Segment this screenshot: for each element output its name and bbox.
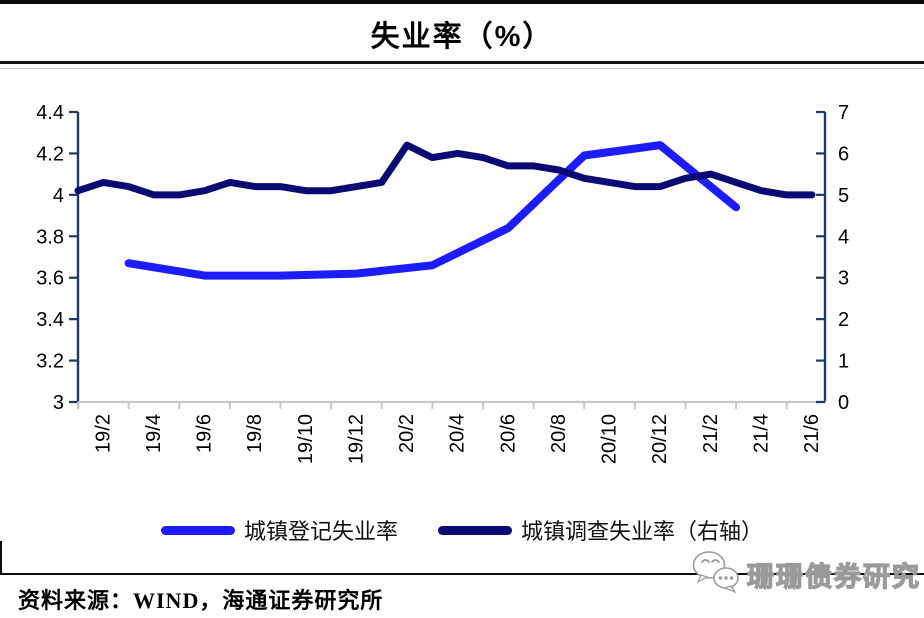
left-axis-tick-label: 4.2	[36, 143, 64, 165]
left-axis-tick-label: 3.4	[36, 309, 64, 331]
title-divider-rule	[0, 61, 924, 64]
legend-swatch-surveyed	[438, 525, 512, 535]
legend-item-surveyed: 城镇调查失业率（右轴）	[438, 514, 763, 546]
x-axis-month-label: 21/6	[801, 414, 823, 453]
left-axis-tick-label: 4	[53, 185, 64, 207]
chart-canvas: 4.4 4.2 4 3.8 3.6 3.4 3.2 3 7 6 5 4 3 2 1 0 19/2 19/4 19/6…	[36, 102, 849, 464]
right-axis-tick-label: 1	[838, 351, 849, 373]
source-divider-rule	[0, 573, 924, 575]
x-axis-month-label: 19/12	[345, 414, 367, 464]
surveyed-unemployment-line	[74, 141, 816, 199]
registered-unemployment-line	[124, 141, 741, 280]
x-axis-month-label: 19/8	[244, 414, 266, 453]
legend-item-registered: 城镇登记失业率	[160, 514, 398, 546]
legend-label-registered: 城镇登记失业率	[243, 519, 398, 544]
source-note: 资料来源：WIND，海通证券研究所	[18, 588, 384, 613]
x-axis-month-label: 20/6	[497, 414, 519, 453]
x-axis-month-label: 20/10	[599, 414, 621, 464]
right-axis-tick-label: 6	[838, 143, 849, 165]
x-axis-month-label: 19/4	[143, 414, 165, 453]
x-axis-month-label: 19/10	[295, 414, 317, 464]
right-axis-tick-label: 7	[838, 102, 849, 124]
left-axis-tick-label: 3.8	[36, 226, 64, 248]
right-axis-tick-label: 2	[838, 309, 849, 331]
left-axis-tick-label: 3.6	[36, 268, 64, 290]
x-axis-month-label: 21/4	[750, 414, 772, 453]
chat-bubbles-icon	[691, 548, 743, 601]
right-axis-tick-label: 4	[838, 226, 849, 248]
line-chart: 4.4 4.2 4 3.8 3.6 3.4 3.2 3 7 6 5 4 3 2 1 0 19/2 19/4 19/6…	[0, 70, 924, 500]
left-edge-stub-rule	[0, 541, 2, 575]
right-axis-tick-label: 3	[838, 268, 849, 290]
title-divider-shadow-rule	[0, 68, 924, 69]
left-axis-tick-label: 3	[53, 392, 64, 414]
x-axis-month-label: 21/2	[700, 414, 722, 453]
chart-legend: 城镇登记失业率 城镇调查失业率（右轴）	[0, 514, 924, 546]
right-axis-tick-label: 5	[838, 185, 849, 207]
legend-swatch-registered	[160, 525, 235, 535]
watermark: 珊珊债券研究	[691, 545, 921, 603]
x-axis-month-label: 20/4	[447, 414, 469, 453]
top-border-rule	[0, 0, 924, 4]
watermark-label: 珊珊债券研究	[746, 561, 921, 592]
x-axis-month-label: 20/8	[548, 414, 570, 453]
left-axis-tick-label: 3.2	[36, 351, 64, 373]
x-axis-month-label: 20/12	[649, 414, 671, 464]
chart-title: 失业率（%）	[370, 21, 554, 53]
left-axis-tick-label: 4.4	[36, 102, 64, 124]
legend-label-surveyed: 城镇调查失业率（右轴）	[521, 519, 764, 544]
x-axis-month-label: 19/6	[194, 414, 216, 453]
x-axis-month-label: 20/2	[396, 414, 418, 453]
x-axis-month-label: 19/2	[92, 414, 114, 453]
right-axis-tick-label: 0	[838, 392, 849, 414]
